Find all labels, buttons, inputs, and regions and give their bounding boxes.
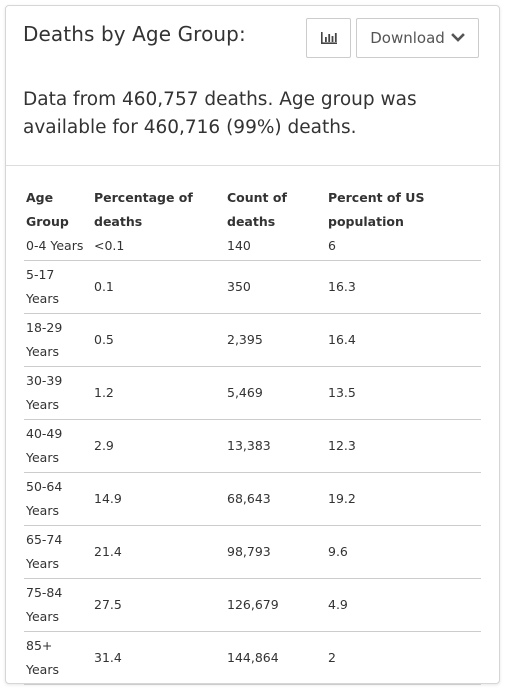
cell-count: 5,469 xyxy=(225,366,326,420)
data-summary-text: Data from 460,757 deaths. Age group was … xyxy=(23,89,417,138)
table-row: 65-74 Years 21.4 98,793 9.6 xyxy=(24,525,481,579)
cell-age-group: 0-4 Years xyxy=(26,238,84,253)
chevron-down-icon xyxy=(450,33,465,42)
chart-view-button[interactable] xyxy=(306,18,351,58)
table-row: 30-39 Years 1.2 5,469 13.5 xyxy=(24,366,481,420)
download-label: Download xyxy=(370,29,445,47)
cell-count: 2,395 xyxy=(225,313,326,367)
cell-count: 140 xyxy=(227,238,251,253)
cell-percentage: 27.5 xyxy=(92,578,225,632)
cell-age-group: 18-29 Years xyxy=(24,313,92,367)
cell-count: 144,864 xyxy=(225,631,326,685)
cell-age-group: 5-17 Years xyxy=(24,260,92,314)
table-row: 5-17 Years 0.1 350 16.3 xyxy=(24,260,481,314)
cell-percentage: 14.9 xyxy=(92,472,225,526)
cell-age-group: 50-64 Years xyxy=(24,472,92,526)
table-row: 40-49 Years 2.9 13,383 12.3 xyxy=(24,419,481,473)
column-header-count: Count of deaths xyxy=(227,190,287,229)
cell-us-population: 16.4 xyxy=(326,313,481,367)
column-header-us-population: Percent of US population xyxy=(328,190,425,229)
table-body: 0-4 Years <0.1 140 6 5-17 Years 0.1 350 16.3 18-… xyxy=(24,234,481,685)
column-header-percentage: Percentage of deaths xyxy=(94,190,193,229)
cell-count: 98,793 xyxy=(225,525,326,579)
cell-percentage: 0.1 xyxy=(92,260,225,314)
cell-count: 350 xyxy=(225,260,326,314)
card-header: Deaths by Age Group: Download Data from … xyxy=(6,6,499,166)
cell-count: 13,383 xyxy=(225,419,326,473)
cell-us-population: 4.9 xyxy=(326,578,481,632)
table-row: 75-84 Years 27.5 126,679 4.9 xyxy=(24,578,481,632)
cell-us-population: 19.2 xyxy=(326,472,481,526)
cell-age-group: 30-39 Years xyxy=(24,366,92,420)
cell-us-population: 13.5 xyxy=(326,366,481,420)
age-group-table: Age Group Percentage of deaths Count of … xyxy=(24,186,481,685)
cell-age-group: 40-49 Years xyxy=(24,419,92,473)
cell-percentage: 31.4 xyxy=(92,631,225,685)
cell-us-population: 2 xyxy=(326,631,481,685)
cell-count: 126,679 xyxy=(225,578,326,632)
cell-percentage: 21.4 xyxy=(92,525,225,579)
cell-age-group: 85+ Years xyxy=(24,631,92,685)
card-title: Deaths by Age Group: xyxy=(23,22,246,46)
cell-us-population: 12.3 xyxy=(326,419,481,473)
cell-percentage: 2.9 xyxy=(92,419,225,473)
table-row: 50-64 Years 14.9 68,643 19.2 xyxy=(24,472,481,526)
table-row: 0-4 Years <0.1 140 6 xyxy=(24,234,481,261)
cell-age-group: 75-84 Years xyxy=(24,578,92,632)
table-row: 18-29 Years 0.5 2,395 16.4 xyxy=(24,313,481,367)
table-row: 85+ Years 31.4 144,864 2 xyxy=(24,631,481,685)
column-header-age-group: Age Group xyxy=(26,190,69,229)
cell-count: 68,643 xyxy=(225,472,326,526)
bar-chart-icon xyxy=(320,32,337,44)
table-header-row: Age Group Percentage of deaths Count of … xyxy=(24,186,481,234)
cell-us-population: 6 xyxy=(328,238,336,253)
deaths-by-age-card: Deaths by Age Group: Download Data from … xyxy=(5,5,500,685)
cell-percentage: 0.5 xyxy=(92,313,225,367)
cell-percentage: 1.2 xyxy=(92,366,225,420)
cell-us-population: 9.6 xyxy=(326,525,481,579)
cell-us-population: 16.3 xyxy=(326,260,481,314)
cell-age-group: 65-74 Years xyxy=(24,525,92,579)
download-button[interactable]: Download xyxy=(356,18,479,58)
cell-percentage: <0.1 xyxy=(94,238,125,253)
